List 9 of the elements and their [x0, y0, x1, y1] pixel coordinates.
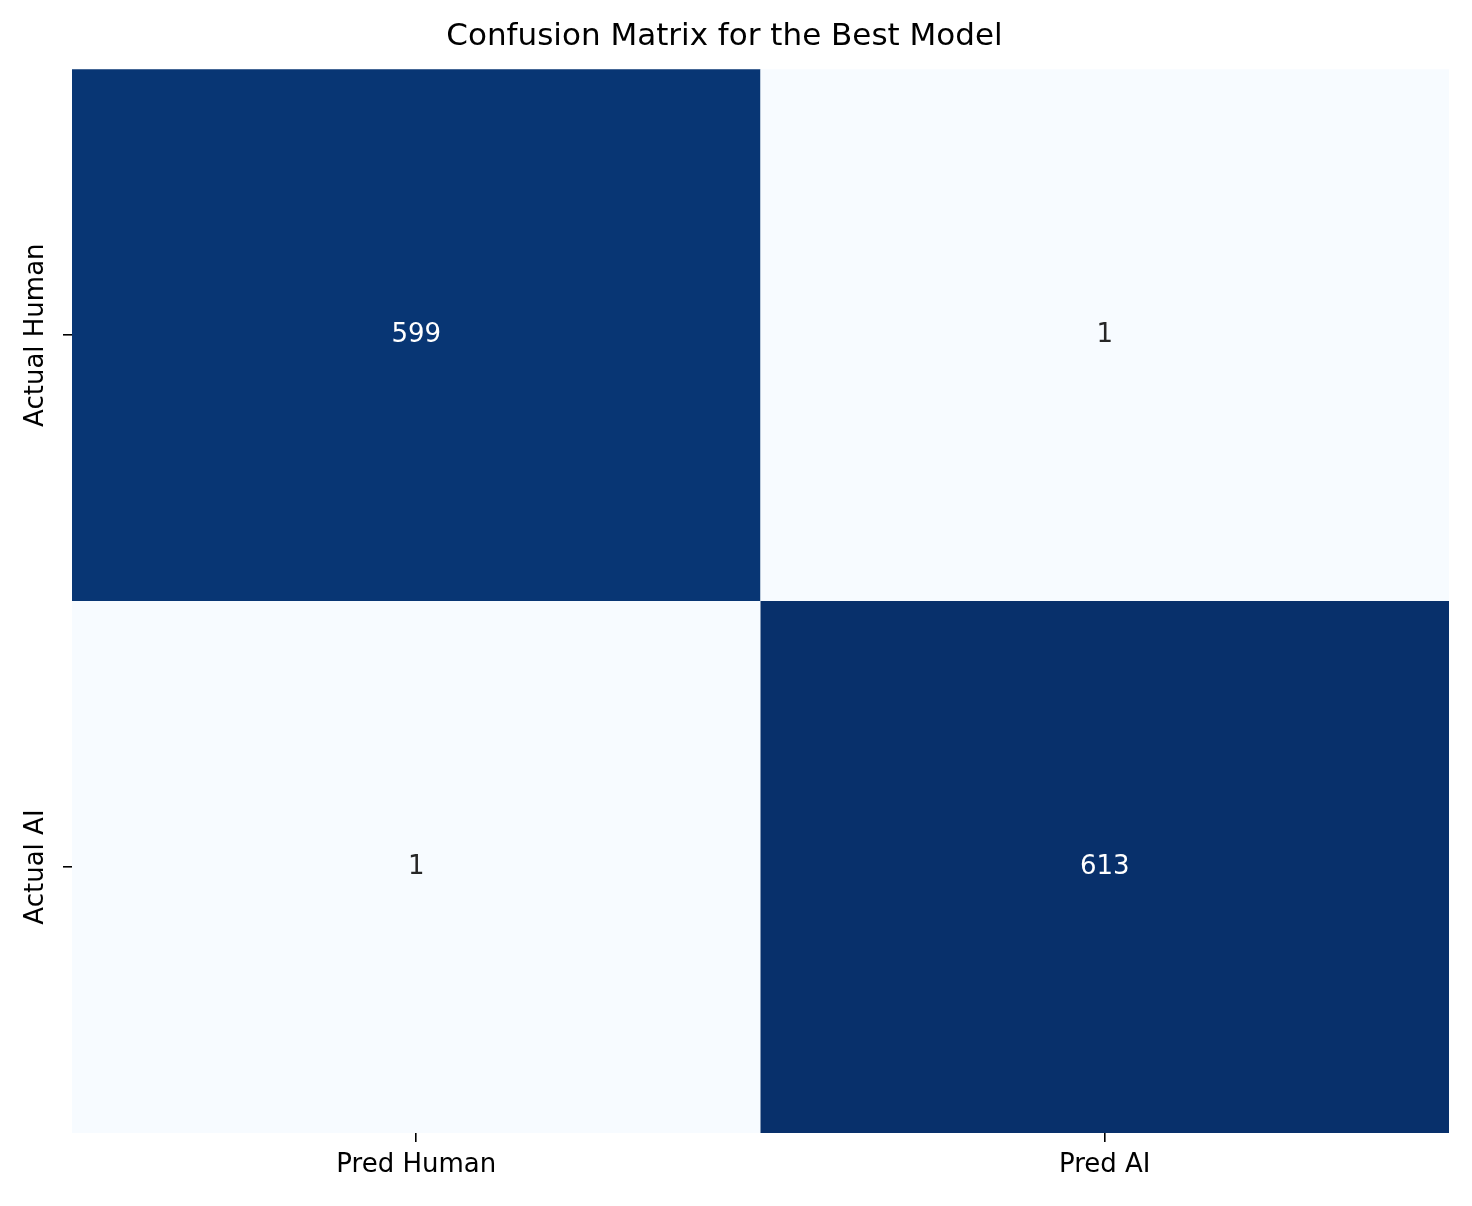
data-label: 599 [391, 317, 442, 348]
data-label: 1 [1096, 317, 1114, 348]
y-tick-label: Actual AI [18, 809, 49, 925]
x-tick-label: Pred Human [336, 1148, 497, 1179]
data-label: 1 [407, 849, 425, 880]
chart-title: Confusion Matrix for the Best Model [446, 15, 1003, 52]
y-tick-label: Actual Human [18, 243, 49, 427]
data-label: 613 [1079, 849, 1130, 880]
x-tick-label: Pred AI [1058, 1148, 1151, 1179]
